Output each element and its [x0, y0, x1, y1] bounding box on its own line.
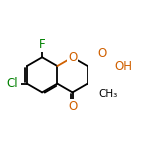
- Text: CH₃: CH₃: [98, 89, 117, 99]
- Text: O: O: [68, 100, 77, 113]
- Text: F: F: [39, 38, 45, 51]
- Text: Cl: Cl: [7, 77, 18, 90]
- Text: O: O: [98, 47, 107, 60]
- Text: OH: OH: [114, 60, 132, 73]
- Text: O: O: [68, 51, 77, 64]
